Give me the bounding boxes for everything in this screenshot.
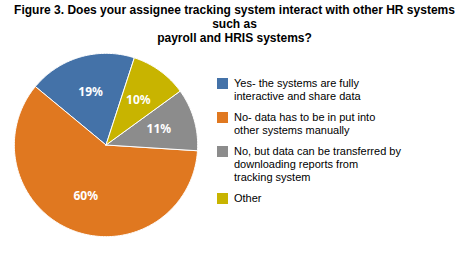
html-text:Other: Other bbox=[234, 191, 262, 204]
html-text:No, but data can be transferre: No, but data can be transferred by downl… bbox=[234, 144, 401, 183]
svg-text:19%: 19% bbox=[78, 83, 103, 100]
svg-text:10%: 10% bbox=[126, 91, 151, 108]
html-text:Yes- the systems are fully int: Yes- the systems are fully interactive a… bbox=[234, 76, 361, 102]
html-text:Figure 3. Does your assignee t: Figure 3. Does your assignee tracking sy… bbox=[14, 3, 455, 45]
svg-text:60%: 60% bbox=[73, 187, 98, 204]
svg-text:11%: 11% bbox=[147, 120, 172, 137]
html-text:No- data has to be in put into: No- data has to be in put into other sys… bbox=[234, 110, 376, 136]
